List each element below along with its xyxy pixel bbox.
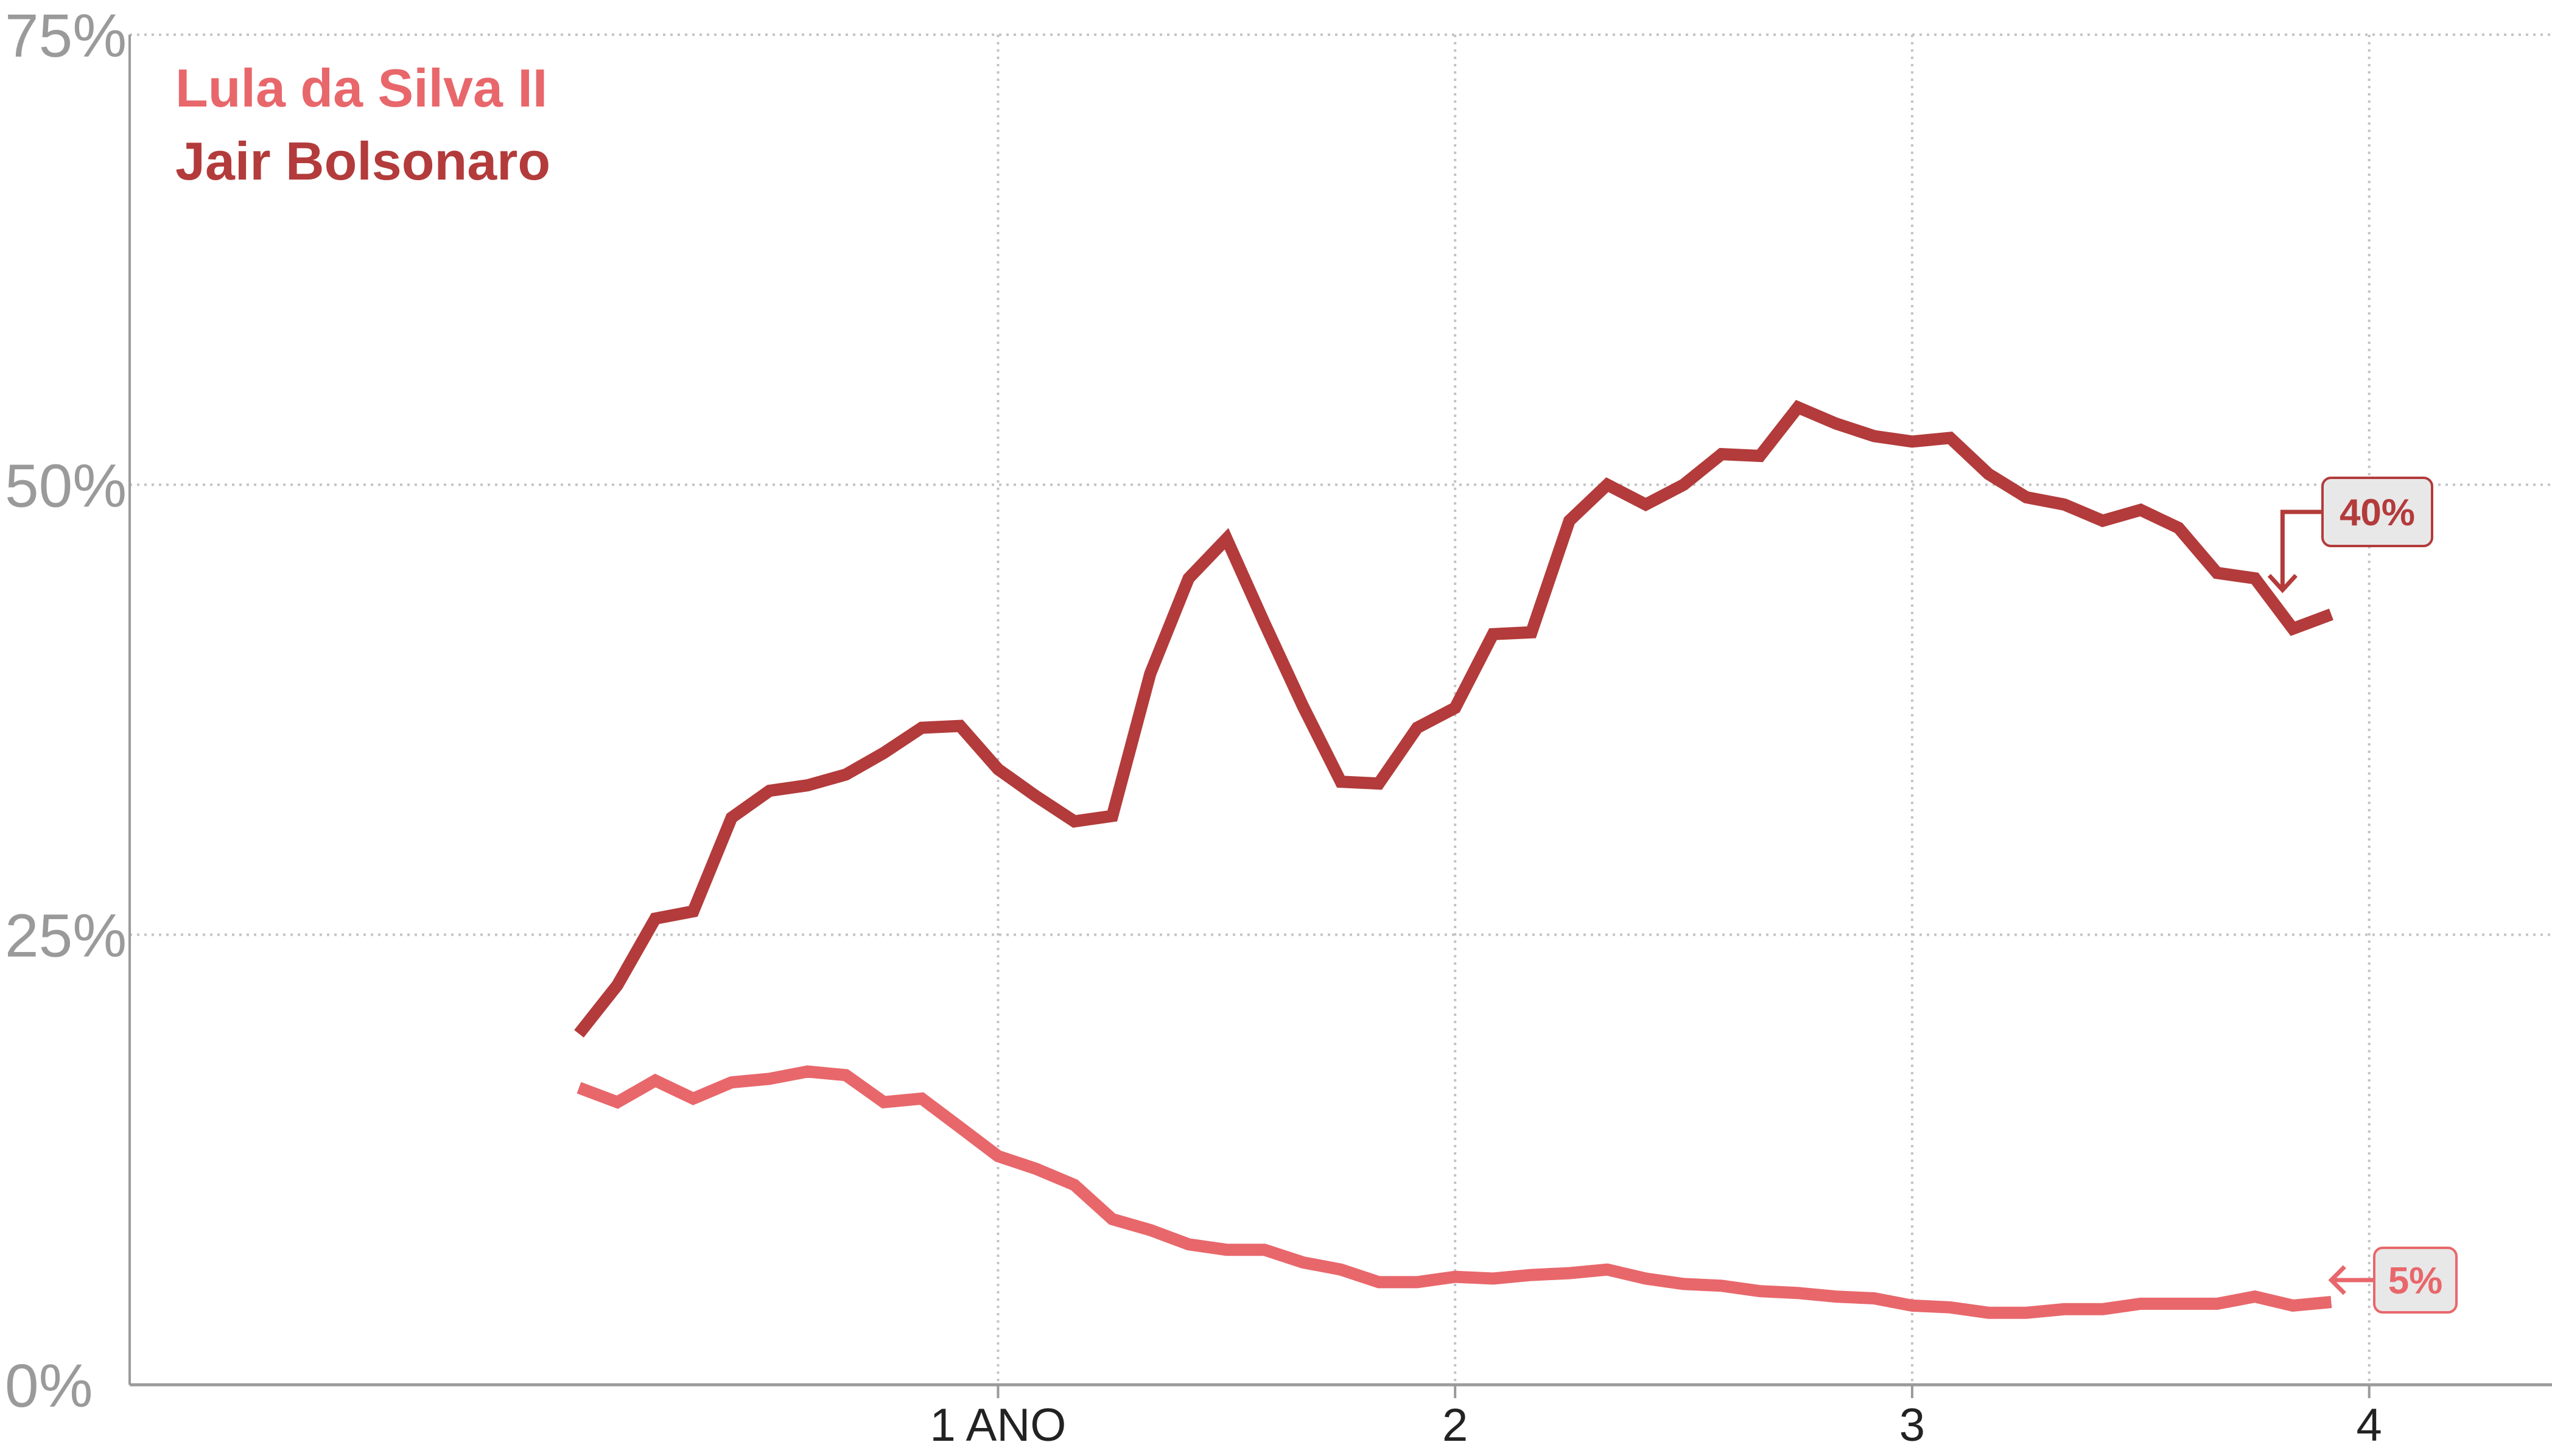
callout-box-lula-da-silva-ii <box>2373 1247 2458 1314</box>
series-line-lula-da-silva-ii <box>577 1065 2332 1319</box>
callout-label-jair-bolsonaro: 40% <box>2340 492 2415 534</box>
y-tick-label: 25% <box>5 902 127 970</box>
axes: 0% 25% 50% 75% 1 ANO 2 3 4 <box>5 2 2552 1451</box>
y-tick-label: 0% <box>5 1352 93 1420</box>
callout-arrow-line-jair-bolsonaro <box>2280 509 2322 590</box>
callout-box-jair-bolsonaro <box>2321 477 2433 547</box>
x-tick-label: 3 <box>1899 1399 1925 1451</box>
legend: Lula da Silva II Jair Bolsonaro <box>175 58 550 191</box>
end-value-callouts: 5% 40% <box>2267 477 2458 1314</box>
x-tick-label: 1 ANO <box>930 1399 1066 1451</box>
callout-label-lula-da-silva-ii: 5% <box>2388 1260 2443 1302</box>
x-tick-label: 4 <box>2357 1399 2382 1451</box>
callout-arrowhead-jair-bolsonaro <box>2267 573 2298 593</box>
series-lines <box>574 399 2333 1319</box>
grid <box>130 33 2552 1385</box>
callout-arrowhead-lula-da-silva-ii <box>2328 1265 2346 1295</box>
series-line-jair-bolsonaro <box>574 399 2333 1038</box>
legend-entry-lula-da-silva-ii: Lula da Silva II <box>175 58 547 118</box>
legend-entry-jair-bolsonaro: Jair Bolsonaro <box>175 131 550 191</box>
y-tick-label: 75% <box>5 2 127 70</box>
x-tick-label: 2 <box>1442 1399 1468 1451</box>
y-tick-label: 50% <box>5 452 127 520</box>
